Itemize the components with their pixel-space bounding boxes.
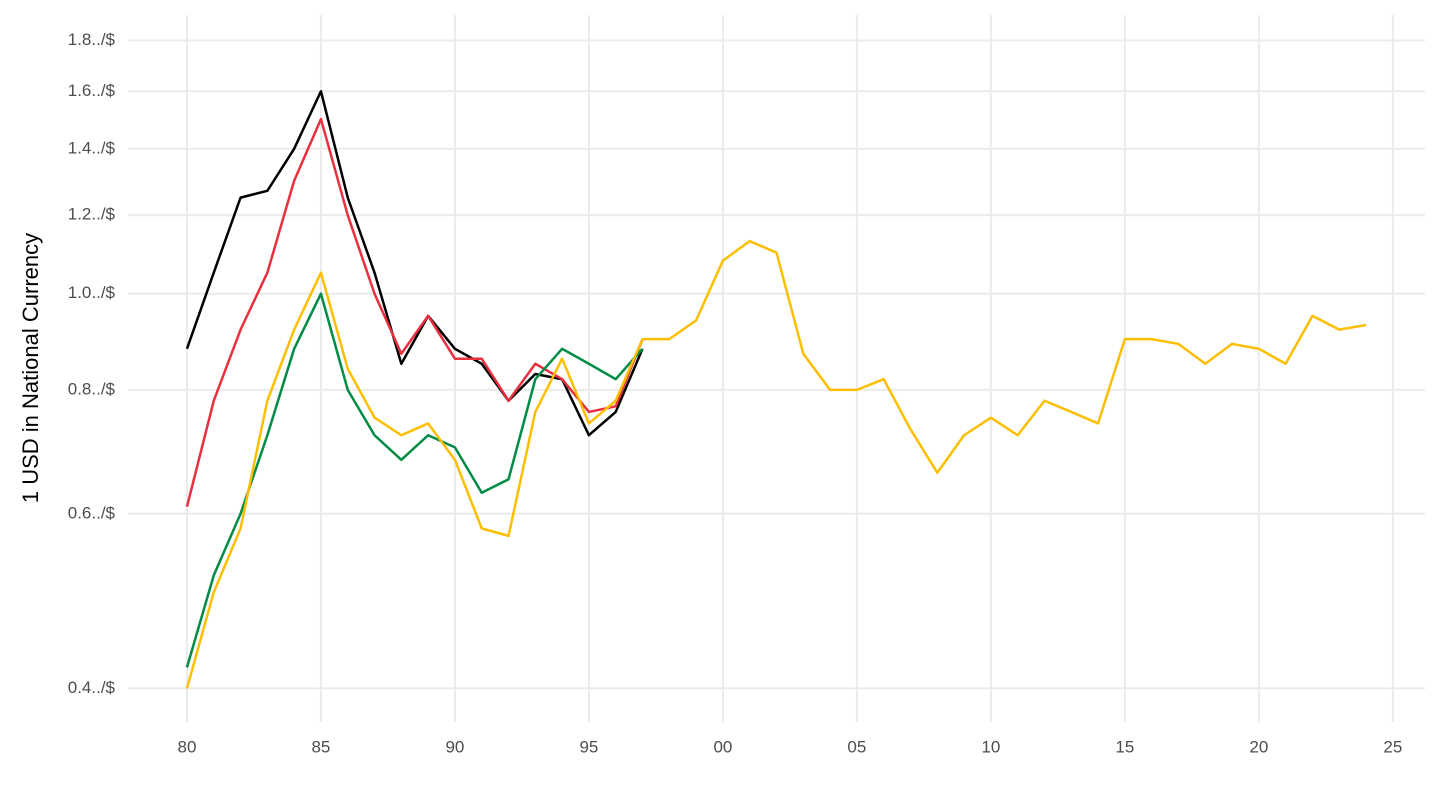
y-tick-label: 0.6../$: [68, 503, 116, 522]
y-tick-label: 1.8../$: [68, 30, 116, 49]
series-line: [185, 292, 644, 668]
x-tick-label: 15: [1115, 737, 1134, 756]
y-tick-label: 1.0../$: [68, 283, 116, 302]
y-tick-label: 0.8../$: [68, 379, 116, 398]
x-tick-label: 00: [713, 737, 732, 756]
x-tick-label: 80: [177, 737, 196, 756]
y-tick-label: 0.4../$: [68, 678, 116, 697]
y-tick-label: 1.6../$: [68, 81, 116, 100]
x-tick-label: 05: [847, 737, 866, 756]
x-tick-label: 85: [311, 737, 330, 756]
series-line: [185, 239, 1367, 689]
y-tick-label: 1.2../$: [68, 205, 116, 224]
x-tick-label: 25: [1383, 737, 1402, 756]
y-tick-label: 1.4../$: [68, 138, 116, 157]
x-tick-label: 10: [981, 737, 1000, 756]
x-tick-label: 90: [445, 737, 464, 756]
series-line: [185, 117, 644, 507]
series-line: [185, 90, 644, 437]
x-tick-label: 20: [1249, 737, 1268, 756]
x-tick-label: 95: [579, 737, 598, 756]
y-axis-label: 1 USD in National Currency: [18, 233, 43, 503]
